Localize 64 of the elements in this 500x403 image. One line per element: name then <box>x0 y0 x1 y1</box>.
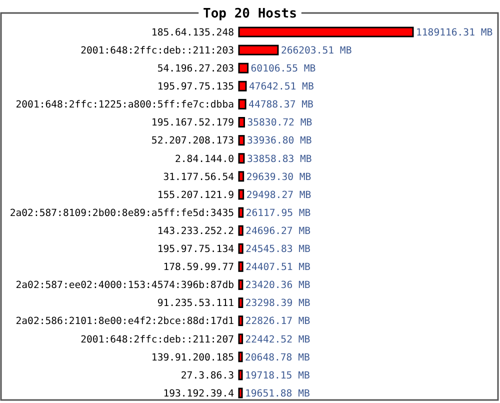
data-label: 266203.51 MB <box>280 45 352 56</box>
bar <box>238 26 414 38</box>
y-tick-label: 185.64.135.248 <box>151 27 234 38</box>
data-label: 26117.95 MB <box>246 208 311 219</box>
y-tick-label: 2001:648:2ffc:1225:a800:5ff:fe7c:dbba <box>16 100 234 111</box>
data-label: 24407.51 MB <box>246 262 311 274</box>
y-tick-label: 193.192.39.4 <box>163 388 234 400</box>
data-label: 24545.83 MB <box>246 244 311 256</box>
bar <box>238 388 243 398</box>
bar <box>238 44 279 56</box>
y-tick-label: 143.233.252.2 <box>157 226 234 237</box>
bar <box>238 243 244 254</box>
data-label: 23298.39 MB <box>245 298 310 310</box>
data-label: 47642.51 MB <box>248 82 314 93</box>
bar <box>238 261 244 272</box>
bar <box>238 189 244 200</box>
chart-title: Top 20 Hosts <box>203 6 297 22</box>
bar <box>238 207 244 218</box>
bar <box>238 98 246 110</box>
data-label: 33858.83 MB <box>246 154 312 165</box>
y-tick-label: 2a02:586:2101:8e00:e4f2:2bce:88d:17d1 <box>16 316 234 328</box>
bar <box>238 225 244 236</box>
bar <box>238 117 245 128</box>
y-tick-label: 2001:648:2ffc:deb::211:203 <box>80 45 234 56</box>
bar <box>238 279 244 290</box>
data-label: 20648.78 MB <box>245 352 310 364</box>
y-tick-label: 195.167.52.179 <box>151 118 234 129</box>
data-label: 29639.30 MB <box>246 172 312 183</box>
bar <box>238 298 244 308</box>
bar <box>238 80 247 92</box>
bar <box>238 334 244 344</box>
bar <box>238 171 244 182</box>
data-label: 19651.88 MB <box>245 388 310 400</box>
y-tick-label: 31.177.56.54 <box>163 172 234 183</box>
y-tick-label: 178.59.99.77 <box>163 262 234 274</box>
data-label: 1189116.31 MB <box>416 27 493 38</box>
y-tick-label: 195.97.75.134 <box>157 244 234 256</box>
bar <box>238 135 245 146</box>
bar <box>238 153 245 164</box>
data-label: 22442.52 MB <box>245 334 310 346</box>
bar <box>238 352 243 362</box>
data-label: 29498.27 MB <box>246 190 312 201</box>
y-tick-label: 27.3.86.3 <box>180 370 234 382</box>
y-tick-label: 2.84.144.0 <box>175 154 234 165</box>
bar <box>238 62 249 74</box>
data-label: 19718.15 MB <box>245 370 310 382</box>
y-tick-label: 139.91.200.185 <box>151 352 234 364</box>
data-label: 35830.72 MB <box>247 118 312 129</box>
bar <box>238 370 243 380</box>
data-label: 60106.55 MB <box>250 64 316 75</box>
y-tick-label: 2a02:587:ee02:4000:153:4574:396b:87db <box>16 280 234 292</box>
y-tick-label: 195.97.75.135 <box>157 82 234 93</box>
y-tick-label: 155.207.121.9 <box>157 190 234 201</box>
data-label: 44788.37 MB <box>248 100 314 111</box>
y-tick-label: 2a02:587:8109:2b00:8e89:a5ff:fe5d:3435 <box>10 208 234 219</box>
y-tick-label: 54.196.27.203 <box>157 64 234 75</box>
data-label: 24696.27 MB <box>246 226 311 237</box>
y-tick-label: 2001:648:2ffc:deb::211:207 <box>80 334 234 346</box>
y-tick-label: 91.235.53.111 <box>157 298 234 310</box>
bar <box>238 316 244 326</box>
data-label: 33936.80 MB <box>246 136 312 147</box>
y-tick-label: 52.207.208.173 <box>151 136 234 147</box>
data-label: 22826.17 MB <box>245 316 310 328</box>
data-label: 23420.36 MB <box>245 280 310 292</box>
